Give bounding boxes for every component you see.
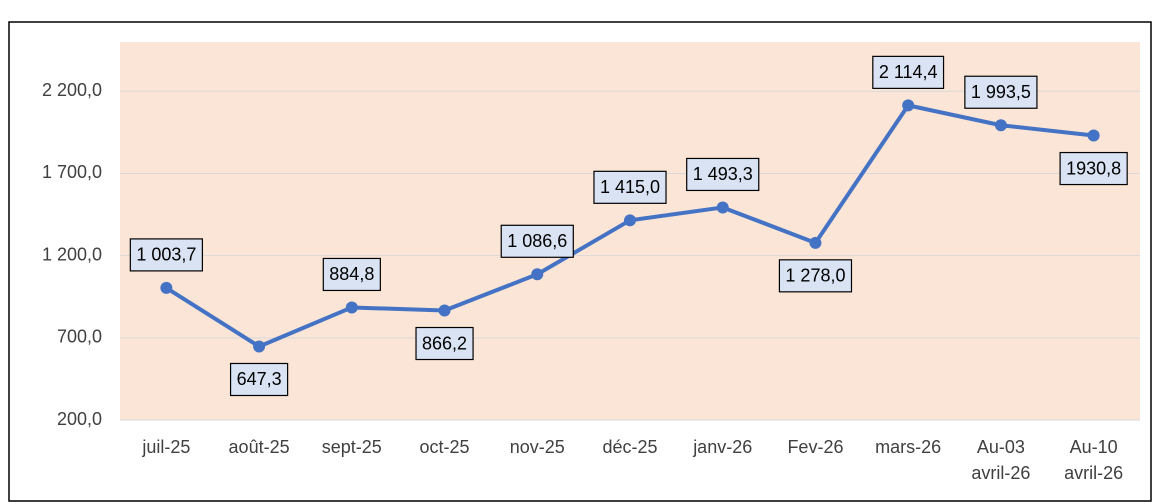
x-tick-label: déc-25 (602, 437, 658, 457)
data-label-box (872, 55, 945, 89)
x-tick-label: août-25 (228, 437, 290, 457)
data-label-box (593, 170, 667, 204)
data-label: 1 278,0 (785, 266, 845, 286)
point (994, 119, 1007, 132)
point (809, 236, 822, 249)
data-label-box (322, 257, 381, 292)
x-tick-label: nov-25 (509, 437, 565, 457)
data-label: 1 415,0 (600, 177, 660, 197)
point (902, 99, 915, 112)
x-tick-label: mars-26 (875, 437, 942, 457)
x-tick-label: oct-25 (419, 437, 470, 457)
y-tick-label: 700,0 (57, 327, 102, 347)
point (624, 214, 636, 227)
data-label: 1 993,5 (971, 82, 1031, 102)
point (253, 340, 266, 353)
data-label-box (500, 224, 574, 258)
y-tick-label: 1 700,0 (42, 162, 102, 182)
x-tick-label: Au-10 avril-26 (1064, 437, 1124, 483)
data-label: 1 086,6 (507, 231, 567, 251)
point (345, 301, 358, 314)
point (438, 304, 451, 317)
y-tick-label: 2 200,0 (42, 80, 102, 100)
data-label: 866,2 (422, 333, 467, 353)
data-label-box (778, 259, 853, 293)
point (160, 281, 173, 294)
data-label: 884,8 (329, 264, 374, 284)
point (716, 201, 729, 214)
x-tick-label: juil-25 (142, 437, 191, 457)
y-tick-label: 1 200,0 (42, 244, 102, 264)
data-label: 2 114,4 (879, 62, 938, 82)
x-tick-label: sept-25 (321, 437, 382, 457)
data-label-box (229, 362, 289, 397)
data-label: 1930,8 (1066, 158, 1121, 178)
data-label: 647,3 (237, 369, 282, 389)
data-label-box (415, 326, 474, 361)
x-tick-label: Fev-26 (787, 437, 844, 457)
data-label-box (129, 238, 203, 272)
x-tick-label: Au-03 avril-26 (971, 437, 1031, 483)
point (531, 268, 544, 281)
point (1087, 129, 1100, 142)
data-label-box (964, 75, 1038, 109)
data-label-box (686, 157, 760, 192)
data-label: 1 493,3 (693, 164, 753, 184)
x-tick-label: janv-26 (693, 437, 753, 457)
data-label-box (1059, 151, 1128, 186)
y-tick-label: 200,0 (57, 409, 102, 429)
data-label: 1 003,7 (136, 245, 196, 265)
